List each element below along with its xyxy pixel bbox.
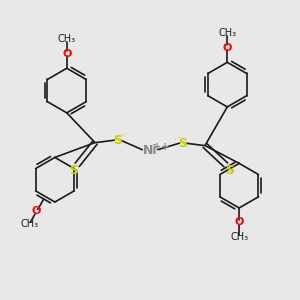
- Text: CH₃: CH₃: [20, 219, 38, 229]
- Text: S: S: [225, 164, 234, 177]
- Text: ++: ++: [153, 142, 170, 152]
- Text: Ni: Ni: [143, 143, 157, 157]
- Text: O: O: [32, 206, 41, 216]
- Text: O: O: [223, 43, 232, 53]
- Text: CH₃: CH₃: [58, 34, 76, 44]
- Text: CH₃: CH₃: [218, 28, 236, 38]
- Text: S: S: [178, 137, 187, 150]
- Text: CH₃: CH₃: [230, 232, 248, 242]
- Text: ·⁻: ·⁻: [118, 132, 126, 142]
- Text: O: O: [62, 49, 71, 59]
- Text: S: S: [113, 134, 122, 147]
- Text: S: S: [69, 164, 78, 177]
- Text: O: O: [235, 217, 244, 227]
- Text: ·⁻: ·⁻: [174, 135, 182, 145]
